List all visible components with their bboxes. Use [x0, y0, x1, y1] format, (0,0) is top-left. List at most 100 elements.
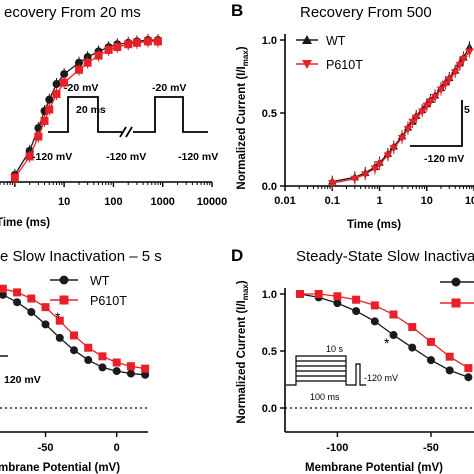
- panel-b-xlabel: Time (ms): [347, 219, 401, 231]
- point-b-1-2: [361, 171, 370, 179]
- point-b-1-4: [375, 161, 384, 169]
- point-d-0-6: [408, 343, 417, 352]
- panel-b-legend: WT P610T: [296, 34, 363, 72]
- point-c-1-7: [70, 331, 78, 340]
- protocol-a-trace-1: [48, 96, 122, 133]
- point-a-1-9: [94, 51, 103, 60]
- point-c-1-3: [13, 288, 22, 297]
- protocol-d-dur2: 100 ms: [310, 392, 340, 402]
- point-b-1-18: [450, 69, 460, 77]
- point-c-1-5: [41, 303, 50, 312]
- point-c-1-2: [0, 284, 7, 293]
- point-a-1-3: [40, 116, 49, 125]
- point-c-0-10: [112, 367, 121, 376]
- tick-label-x-b-2: 1: [376, 195, 382, 207]
- protocol-a-break-2: [125, 126, 133, 138]
- point-a-1-6: [60, 78, 69, 87]
- series-line-d-1: [299, 293, 469, 369]
- point-a-1-10: [104, 45, 113, 54]
- point-d-1-6: [408, 323, 417, 332]
- point-c-1-12: [141, 364, 150, 373]
- point-c-0-5: [41, 320, 50, 329]
- point-c-0-9: [98, 363, 107, 372]
- panel-c-xlabel: mbrane Potential (mV): [0, 462, 120, 474]
- panel-d-protocol: [286, 355, 366, 386]
- point-a-1-14: [143, 37, 152, 46]
- series-line-a-1: [14, 40, 158, 179]
- tick-label-y-d-1: 0.5: [262, 346, 277, 358]
- point-b-1-9: [408, 118, 417, 127]
- protocol-a-vhold: -120 mV: [32, 151, 72, 163]
- panel-b-title: Recovery From 500: [300, 4, 432, 21]
- point-b-1-11: [417, 108, 427, 117]
- legend-b-p610t-marker: [302, 60, 312, 69]
- legend-c-wt-marker: [59, 275, 69, 285]
- series-line-d-0: [299, 293, 469, 378]
- chart-b: 0.01 0.1 1 10 100 0.0 0.5 1.0: [262, 34, 474, 207]
- point-a-0-6: [60, 70, 69, 79]
- point-b-1-17: [445, 76, 454, 84]
- tick-label-x-c-1: 0: [114, 442, 120, 454]
- point-b-1-5: [383, 152, 393, 160]
- point-d-0-4: [370, 317, 379, 326]
- point-b-1-8: [403, 126, 413, 134]
- point-b-1-12: [422, 102, 431, 111]
- legend-b-wt-marker: [302, 35, 312, 44]
- point-c-1-9: [98, 352, 107, 361]
- panel-d-legend: [440, 277, 474, 308]
- point-d-1-4: [370, 301, 379, 310]
- legend-d-wt-marker: [451, 277, 461, 287]
- point-c-0-12: [141, 370, 150, 379]
- point-c-0-4: [27, 308, 36, 317]
- point-a-0-5: [52, 80, 61, 89]
- tick-label-y-b-2: 1.0: [262, 35, 277, 47]
- tick-label-x-b-4: 100: [465, 195, 474, 207]
- tick-label-x-b-0: 0.01: [274, 195, 295, 207]
- point-d-1-1: [314, 290, 323, 298]
- point-b-1-14: [430, 93, 440, 102]
- point-d-0-3: [352, 307, 361, 316]
- protocol-b-trace: [410, 100, 463, 147]
- point-d-1-2: [333, 292, 342, 301]
- point-d-1-3: [352, 295, 361, 304]
- point-a-1-12: [124, 40, 133, 49]
- point-c-0-8: [84, 356, 93, 365]
- point-c-0-6: [55, 333, 64, 342]
- panel-a-title: ecovery From 20 ms: [4, 4, 141, 21]
- point-b-1-3: [370, 165, 380, 173]
- point-a-0-7: [74, 58, 83, 67]
- point-d-0-5: [389, 331, 398, 340]
- panel-c-legend: WT P610T: [50, 274, 127, 308]
- point-b-1-20: [459, 55, 468, 64]
- tick-label-y-d-0: 0.0: [262, 403, 277, 415]
- point-a-1-7: [74, 65, 83, 74]
- point-d-1-9: [464, 364, 473, 373]
- panel-b-protocol: [410, 100, 463, 147]
- protocol-c-vhold: 120 mV: [4, 374, 41, 386]
- point-a-1-0: [10, 173, 19, 182]
- legend-c-wt-label: WT: [90, 274, 110, 288]
- point-b-1-15: [436, 86, 446, 95]
- point-c-0-2: [0, 290, 7, 299]
- point-d-0-2: [333, 299, 342, 308]
- panel-c-annotation: *: [55, 309, 61, 325]
- panel-b-ylabel: Normalized Current (I/Imax): [236, 46, 250, 189]
- protocol-d-vtest: -120 mV: [364, 373, 398, 383]
- tick-label-x-a-1: 10: [58, 196, 70, 208]
- point-a-1-13: [132, 38, 141, 47]
- point-c-0-3: [13, 298, 22, 307]
- point-a-0-4: [45, 95, 54, 104]
- tick-label-y-d-2: 1.0: [262, 289, 277, 301]
- legend-b-wt-label: WT: [326, 34, 346, 48]
- point-d-1-8: [445, 352, 454, 361]
- chart-c: -50 0: [0, 284, 150, 454]
- point-b-1-6: [389, 145, 398, 153]
- point-b-1-7: [397, 134, 407, 143]
- point-c-1-10: [112, 358, 121, 367]
- tick-label-x-d-1: -50: [423, 442, 439, 454]
- panel-d-title: Steady-State Slow Inactivati: [296, 248, 474, 265]
- point-a-1-5: [52, 89, 61, 98]
- protocol-a-vend: -120 mV: [178, 151, 218, 163]
- protocol-a-trace-2: [133, 96, 208, 133]
- tick-label-x-a-2: 100: [104, 196, 122, 208]
